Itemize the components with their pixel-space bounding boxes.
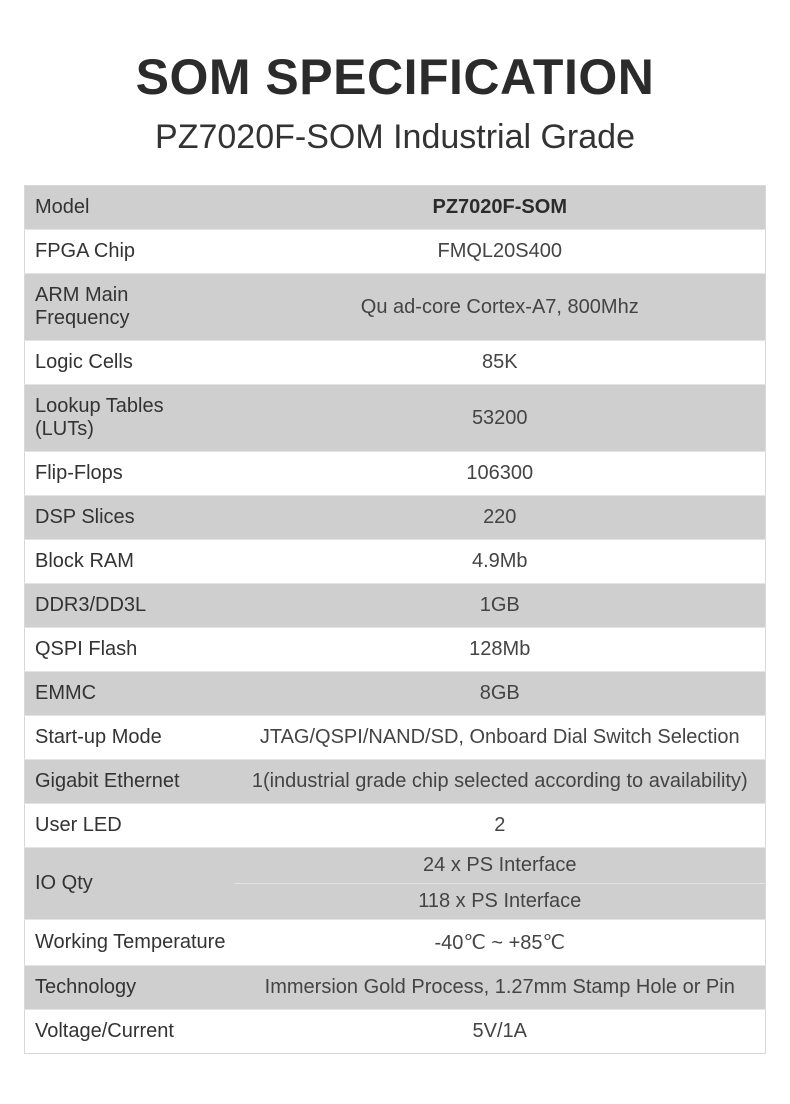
row-technology: Technology Immersion Gold Process, 1.27m…: [25, 966, 766, 1010]
label-work-temp: Working Temperature: [25, 920, 235, 966]
row-luts: Lookup Tables (LUTs) 53200: [25, 385, 766, 452]
value-emmc: 8GB: [235, 672, 766, 716]
value-fpga-chip: FMQL20S400: [235, 230, 766, 274]
row-emmc: EMMC 8GB: [25, 672, 766, 716]
value-gbe: 1(industrial grade chip selected accordi…: [235, 760, 766, 804]
value-startup: JTAG/QSPI/NAND/SD, Onboard Dial Switch S…: [235, 716, 766, 760]
label-logic-cells: Logic Cells: [25, 341, 235, 385]
value-voltage-current: 5V/1A: [235, 1010, 766, 1054]
row-gbe: Gigabit Ethernet 1(industrial grade chip…: [25, 760, 766, 804]
label-qspi: QSPI Flash: [25, 628, 235, 672]
value-dsp: 220: [235, 496, 766, 540]
value-qspi: 128Mb: [235, 628, 766, 672]
label-model: Model: [25, 186, 235, 230]
label-flip-flops: Flip-Flops: [25, 452, 235, 496]
row-fpga-chip: FPGA Chip FMQL20S400: [25, 230, 766, 274]
row-qspi: QSPI Flash 128Mb: [25, 628, 766, 672]
spec-table: Model PZ7020F-SOM FPGA Chip FMQL20S400 A…: [24, 185, 766, 1054]
label-arm-freq: ARM Main Frequency: [25, 274, 235, 341]
value-work-temp: -40℃ ~ +85℃: [235, 920, 766, 966]
value-arm-freq: Qu ad-core Cortex-A7, 800Mhz: [235, 274, 766, 341]
value-block-ram: 4.9Mb: [235, 540, 766, 584]
row-user-led: User LED 2: [25, 804, 766, 848]
row-ddr3: DDR3/DD3L 1GB: [25, 584, 766, 628]
row-io-qty: IO Qty 24 x PS Interface 118 x PS Interf…: [25, 848, 766, 920]
label-luts: Lookup Tables (LUTs): [25, 385, 235, 452]
label-fpga-chip: FPGA Chip: [25, 230, 235, 274]
value-io-qty: 24 x PS Interface 118 x PS Interface: [235, 848, 766, 920]
row-voltage-current: Voltage/Current 5V/1A: [25, 1010, 766, 1054]
label-gbe: Gigabit Ethernet: [25, 760, 235, 804]
value-model: PZ7020F-SOM: [235, 186, 766, 230]
label-startup: Start-up Mode: [25, 716, 235, 760]
row-dsp: DSP Slices 220: [25, 496, 766, 540]
value-luts: 53200: [235, 385, 766, 452]
page-title: SOM SPECIFICATION: [24, 48, 766, 106]
value-user-led: 2: [235, 804, 766, 848]
label-technology: Technology: [25, 966, 235, 1010]
value-logic-cells: 85K: [235, 341, 766, 385]
io-qty-line1: 24 x PS Interface: [235, 848, 766, 884]
label-io-qty: IO Qty: [25, 848, 235, 920]
value-flip-flops: 106300: [235, 452, 766, 496]
io-qty-line2: 118 x PS Interface: [243, 884, 758, 919]
label-ddr3: DDR3/DD3L: [25, 584, 235, 628]
page-subtitle: PZ7020F-SOM Industrial Grade: [24, 118, 766, 157]
row-arm-freq: ARM Main Frequency Qu ad-core Cortex-A7,…: [25, 274, 766, 341]
label-block-ram: Block RAM: [25, 540, 235, 584]
label-emmc: EMMC: [25, 672, 235, 716]
label-voltage-current: Voltage/Current: [25, 1010, 235, 1054]
row-logic-cells: Logic Cells 85K: [25, 341, 766, 385]
label-user-led: User LED: [25, 804, 235, 848]
value-ddr3: 1GB: [235, 584, 766, 628]
value-technology: Immersion Gold Process, 1.27mm Stamp Hol…: [235, 966, 766, 1010]
row-block-ram: Block RAM 4.9Mb: [25, 540, 766, 584]
label-dsp: DSP Slices: [25, 496, 235, 540]
row-startup: Start-up Mode JTAG/QSPI/NAND/SD, Onboard…: [25, 716, 766, 760]
row-work-temp: Working Temperature -40℃ ~ +85℃: [25, 920, 766, 966]
row-flip-flops: Flip-Flops 106300: [25, 452, 766, 496]
row-model: Model PZ7020F-SOM: [25, 186, 766, 230]
